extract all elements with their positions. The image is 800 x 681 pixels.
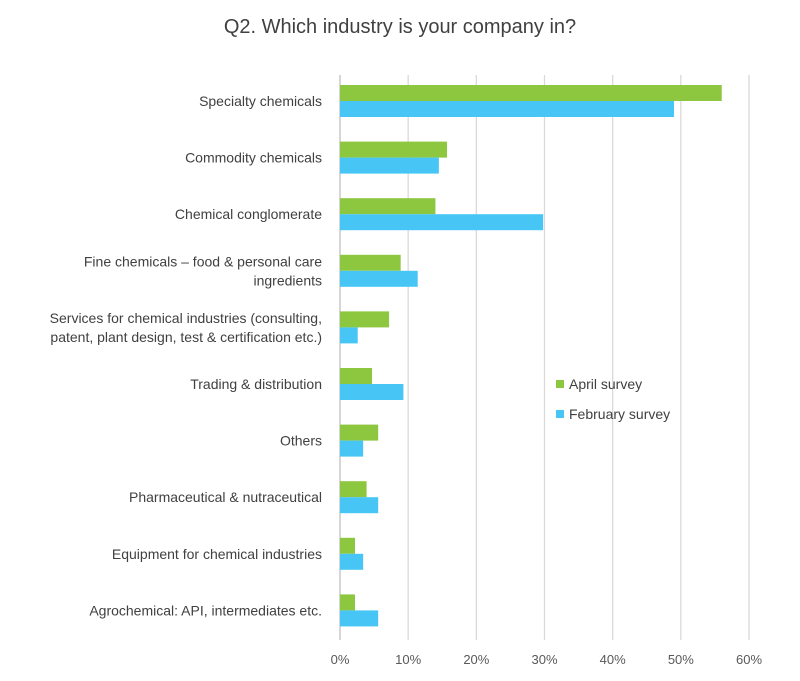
chart-title: Q2. Which industry is your company in?	[223, 16, 577, 38]
bar-february	[340, 553, 364, 570]
category-label: Commodity chemicals	[185, 150, 322, 166]
category-label: Pharmaceutical & nutraceutical	[129, 489, 322, 505]
bars	[340, 85, 722, 627]
legend: April survey February survey	[556, 376, 670, 422]
bar-february	[340, 270, 418, 287]
legend-swatch	[556, 380, 564, 388]
category-label: Others	[280, 433, 322, 449]
category-label: Equipment for chemical industries	[112, 546, 322, 562]
legend-label: April survey	[569, 376, 642, 392]
bar-april	[340, 85, 722, 101]
bar-february	[340, 157, 439, 174]
legend-label: February survey	[569, 406, 670, 422]
x-tick-label: 30%	[531, 652, 557, 667]
bar-february	[340, 101, 675, 117]
category-label: Specialty chemicals	[199, 93, 322, 109]
bar-february	[340, 440, 364, 457]
category-labels: Specialty chemicals Commodity chemicals Ch…	[50, 93, 323, 618]
category-label: Agrochemical: API, intermediates etc.	[89, 602, 322, 618]
bar-february	[340, 214, 544, 231]
x-tick-label: 50%	[668, 652, 694, 667]
x-tick-label: 60%	[736, 652, 762, 667]
bar-february	[340, 610, 379, 627]
x-tick-label: 0%	[331, 652, 350, 667]
bar-april	[340, 537, 355, 554]
category-label: Trading & distribution	[190, 376, 322, 392]
x-axis-tick-labels: 0% 10% 20% 30% 40% 50% 60%	[331, 652, 763, 667]
bar-april	[340, 141, 448, 158]
category-label: Chemical conglomerate	[175, 206, 322, 222]
bar-april	[340, 368, 373, 384]
bar-february	[340, 327, 358, 344]
bar-february	[340, 384, 404, 400]
bar-april	[340, 481, 367, 498]
bar-april	[340, 424, 379, 441]
legend-swatch	[556, 410, 564, 418]
bar-february	[340, 497, 379, 514]
bar-april	[340, 254, 401, 271]
bar-april	[340, 311, 390, 328]
category-label: Fine chemicals – food & personal care ing…	[84, 253, 322, 288]
x-tick-label: 40%	[600, 652, 626, 667]
bar-april	[340, 198, 436, 215]
x-tick-label: 20%	[463, 652, 489, 667]
bar-april	[340, 594, 355, 611]
x-tick-label: 10%	[395, 652, 421, 667]
category-label: Services for chemical industries (consul…	[50, 310, 322, 345]
